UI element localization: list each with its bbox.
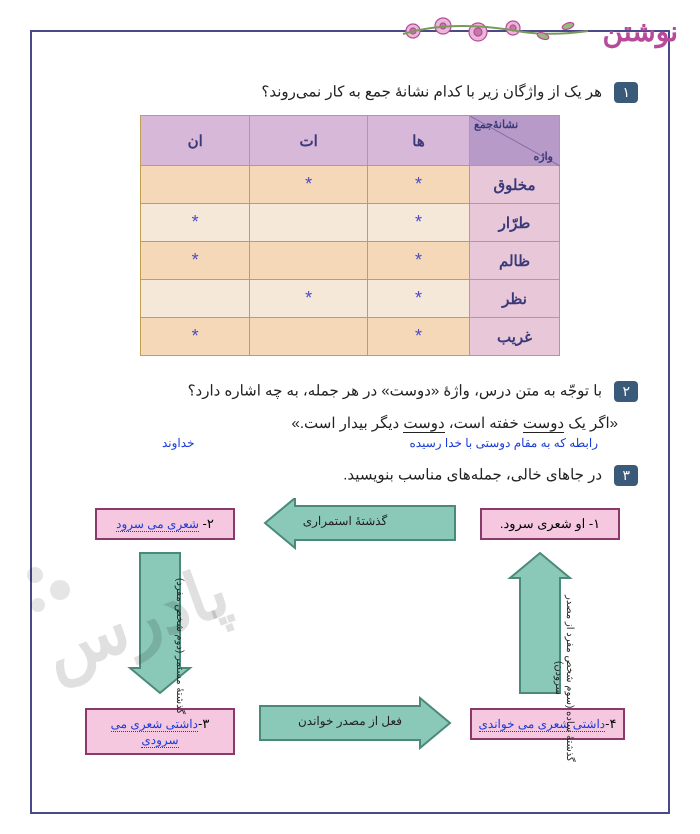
col-at: ات [250,116,368,166]
flower-decoration-icon [393,14,593,49]
arrow-right-label: گذشتهٔ ساده (سوم شخص مفرد از مصدر سرودن) [515,588,575,768]
mark-cell: * [368,280,470,318]
word-cell: نظر [470,280,560,318]
box2-answer: شعری می سرود [116,517,199,532]
table-diag-header: نشانهٔ‌جمع واژه [470,116,560,166]
underline-1: دوست [523,415,564,433]
col-ha: ها [368,116,470,166]
watermark-dots-icon [20,560,80,625]
page-title: نوشتن [603,15,678,48]
header: نوشتن [393,14,678,49]
question-1: ۱ هر یک از واژگان زیر با کدام نشانهٔ جمع… [62,82,638,103]
diag-top-label: نشانهٔ‌جمع [474,118,518,131]
mark-cell: * [141,204,250,242]
word-cell: طرّار [470,204,560,242]
mark-cell: * [368,166,470,204]
plural-table: نشانهٔ‌جمع واژه ها ات ان مخلوق * * طرّار… [140,115,560,356]
mark-cell: * [368,242,470,280]
q2-quote: «اگر یک دوست خفته است، دوست دیگر بیدار ا… [62,414,618,432]
mark-cell [141,280,250,318]
q2-annotations: رابطه که به مقام دوستی با خدا رسیده خداو… [162,436,598,450]
diagram-box-1: ۱- او شعری سرود. [480,508,620,540]
mark-cell: * [250,280,368,318]
diagram-box-3: ۳-داشتی شعری می سرودی [85,708,235,755]
mark-cell: * [141,242,250,280]
question-3: ۳ در جاهای خالی، جمله‌های مناسب بنویسید. [62,465,638,486]
arrow-bottom-label: فعل از مصدر خواندن [270,714,430,728]
diag-bot-label: واژه [534,150,553,163]
diagram-box-2: ۲- شعری می سرود [95,508,235,540]
q2-text: با توجّه به متن درس، واژهٔ «دوست» در هر … [188,383,602,400]
q1-badge: ۱ [614,82,638,103]
q1-text: هر یک از واژگان زیر با کدام نشانهٔ جمع ب… [261,84,602,101]
arrow-top-label: گذشتهٔ استمراری [270,514,420,528]
word-cell: غریب [470,318,560,356]
box3-answer: داشتی شعری می سرودی [111,717,198,748]
q3-text: در جاهای خالی، جمله‌های مناسب بنویسید. [343,467,602,484]
mark-cell [141,166,250,204]
mark-cell: * [250,166,368,204]
mark-cell: * [368,318,470,356]
mark-cell: * [368,204,470,242]
table-row: نظر * * [141,280,560,318]
question-2: ۲ با توجّه به متن درس، واژهٔ «دوست» در ه… [62,381,638,402]
col-an: ان [141,116,250,166]
table-row: ظالم * * [141,242,560,280]
table-row: غریب * * [141,318,560,356]
word-cell: مخلوق [470,166,560,204]
annotation-left: خداوند [162,436,194,450]
mark-cell [250,242,368,280]
verb-diagram: ۲- شعری می سرود ۱- او شعری سرود. ۳-داشتی… [70,498,630,768]
page-frame: نوشتن ۱ هر یک از واژگان زیر با کدام نشان… [30,30,670,814]
content: ۱ هر یک از واژگان زیر با کدام نشانهٔ جمع… [62,82,638,768]
mark-cell [250,318,368,356]
mark-cell: * [141,318,250,356]
q3-badge: ۳ [614,465,638,486]
word-cell: ظالم [470,242,560,280]
q2-badge: ۲ [614,381,638,402]
table-row: مخلوق * * [141,166,560,204]
annotation-right: رابطه که به مقام دوستی با خدا رسیده [409,436,598,450]
table-row: طرّار * * [141,204,560,242]
underline-2: دوست [403,415,444,433]
arrow-left-label: گذشتهٔ مستمر (دوم شخص مفرد) [135,578,185,714]
mark-cell [250,204,368,242]
